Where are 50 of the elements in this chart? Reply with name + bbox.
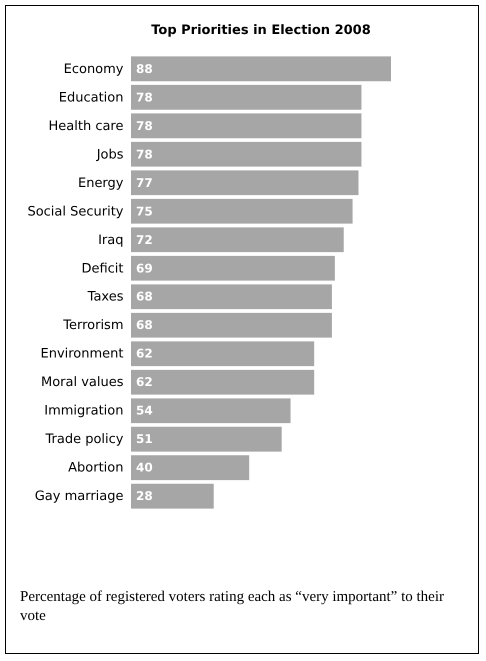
bar	[131, 484, 214, 509]
bar	[131, 455, 250, 480]
data-label: 72	[136, 232, 153, 247]
bar	[131, 84, 362, 110]
y-tick-label: Abortion	[68, 460, 124, 476]
y-tick-label: Immigration	[44, 404, 124, 419]
data-label: 40	[136, 460, 153, 475]
data-label: 78	[136, 118, 153, 133]
bar	[131, 198, 353, 224]
data-label: 75	[136, 204, 153, 218]
bar	[131, 227, 344, 252]
bar	[131, 312, 332, 338]
y-tick-label: Economy	[64, 62, 124, 77]
y-tick-label: Gay marriage	[34, 489, 124, 504]
bar	[131, 170, 358, 196]
data-label: 68	[136, 318, 153, 332]
data-label: 78	[136, 147, 153, 162]
y-tick-label: Deficit	[81, 261, 124, 276]
y-tick-label: Social Security	[27, 204, 124, 220]
bar	[131, 284, 332, 310]
data-label: 62	[136, 346, 153, 361]
y-tick-label: Energy	[78, 176, 124, 191]
y-tick-label: Education	[58, 90, 124, 106]
text: Percentage of registered voters rating each as “very important” to their vote	[20, 588, 445, 626]
y-tick-label: Iraq	[98, 232, 124, 248]
data-label: 77	[136, 176, 153, 190]
y-tick-label: Trade policy	[44, 432, 124, 448]
bar	[131, 256, 335, 281]
bar	[131, 113, 362, 138]
bar	[131, 398, 291, 424]
y-tick-label: Moral values	[40, 375, 124, 390]
bar	[131, 341, 314, 366]
y-tick-label: Terrorism	[62, 318, 124, 334]
bar	[131, 56, 391, 82]
data-label: 62	[136, 375, 153, 390]
y-tick-label: Taxes	[86, 290, 124, 305]
bar	[131, 142, 362, 167]
data-label: 88	[136, 62, 153, 76]
data-label: 68	[136, 290, 153, 304]
bar	[131, 370, 314, 395]
y-tick-label: Jobs	[96, 147, 124, 162]
data-label: 28	[136, 489, 153, 504]
data-label: 51	[136, 432, 153, 446]
data-label: 78	[136, 90, 153, 104]
chart-title: Top Priorities in Election 2008	[151, 23, 371, 38]
y-tick-label: Health care	[48, 118, 124, 134]
y-tick-label: Environment	[40, 346, 124, 362]
data-label: 54	[136, 404, 153, 418]
bar	[131, 426, 282, 452]
data-label: 69	[136, 261, 153, 276]
